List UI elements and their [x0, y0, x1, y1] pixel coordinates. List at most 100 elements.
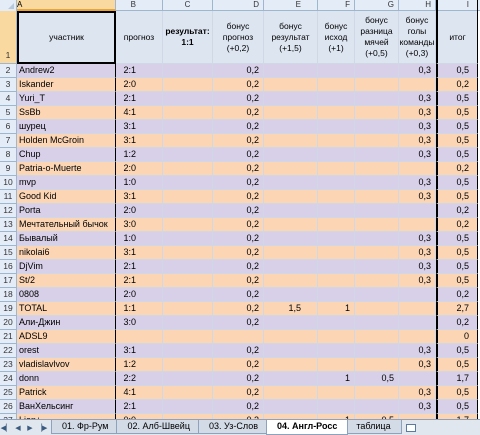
cell-d[interactable]: 0,2 [213, 134, 264, 148]
cell-e[interactable] [264, 288, 318, 302]
cell-g[interactable] [355, 204, 399, 218]
cell-f[interactable]: 1 [318, 414, 355, 419]
cell-a[interactable]: SsBb [17, 106, 116, 120]
cell-d[interactable]: 0,2 [213, 106, 264, 120]
column-header-c[interactable]: C [163, 0, 213, 11]
cell-a[interactable]: Andrew2 [17, 64, 116, 78]
cell-e[interactable] [264, 176, 318, 190]
column-header-b[interactable]: B [116, 0, 163, 11]
cell-c[interactable] [163, 162, 213, 176]
sheet-tab[interactable]: 03. Уз-Слов [198, 420, 269, 434]
cell-h[interactable]: 0,3 [399, 148, 436, 162]
cell-e[interactable] [264, 358, 318, 372]
cell-c[interactable] [163, 400, 213, 414]
row-number[interactable]: 4 [0, 92, 17, 106]
cell-a[interactable]: donn [17, 372, 116, 386]
row-number[interactable]: 17 [0, 274, 17, 288]
cell-i[interactable]: 0,5 [436, 176, 478, 190]
select-all-corner[interactable] [0, 0, 17, 11]
row-number[interactable]: 6 [0, 120, 17, 134]
cell-i[interactable]: 1,7 [436, 372, 478, 386]
cell-b[interactable]: 2:1 [116, 92, 163, 106]
cell-c[interactable] [163, 218, 213, 232]
cell-e[interactable]: бонус результат (+1,5) [264, 11, 318, 64]
cell-g[interactable] [355, 386, 399, 400]
cell-a[interactable]: Holden McGroin [17, 134, 116, 148]
cell-d[interactable]: 0,2 [213, 64, 264, 78]
cell-i[interactable]: 0,2 [436, 316, 478, 330]
cell-i[interactable]: 0,5 [436, 190, 478, 204]
cell-h[interactable]: 0,3 [399, 190, 436, 204]
cell-h[interactable] [399, 78, 436, 92]
cell-b[interactable]: 1:1 [116, 302, 163, 316]
row-number[interactable]: 15 [0, 246, 17, 260]
cell-c[interactable] [163, 414, 213, 419]
cell-g[interactable] [355, 246, 399, 260]
cell-i[interactable]: 0,5 [436, 232, 478, 246]
row-number[interactable]: 5 [0, 106, 17, 120]
cell-c[interactable] [163, 92, 213, 106]
cell-d[interactable]: 0,2 [213, 316, 264, 330]
sheet-tab[interactable]: таблица [345, 420, 402, 434]
cell-a[interactable]: Patria-o-Muerte [17, 162, 116, 176]
cell-b[interactable]: 3:0 [116, 218, 163, 232]
cell-f[interactable] [318, 204, 355, 218]
cell-i[interactable]: 0,5 [436, 148, 478, 162]
cell-b[interactable]: 3:1 [116, 120, 163, 134]
cell-i[interactable]: 0,5 [436, 386, 478, 400]
cell-i[interactable]: 0,5 [436, 344, 478, 358]
cell-g[interactable]: 0,5 [355, 414, 399, 419]
cell-h[interactable] [399, 414, 436, 419]
cell-i[interactable]: 0,2 [436, 162, 478, 176]
cell-g[interactable] [355, 106, 399, 120]
cell-c[interactable] [163, 134, 213, 148]
cell-c[interactable] [163, 190, 213, 204]
column-header-g[interactable]: G [355, 0, 399, 11]
cell-d[interactable]: 0,2 [213, 344, 264, 358]
cell-a[interactable]: TOTAL [17, 302, 116, 316]
cell-a[interactable]: ADSL9 [17, 330, 116, 344]
cell-g[interactable] [355, 190, 399, 204]
cell-h[interactable]: 0,3 [399, 246, 436, 260]
cell-g[interactable]: бонус разница мячей (+0,5) [355, 11, 399, 64]
cell-b[interactable]: 2:0 [116, 204, 163, 218]
cell-c[interactable] [163, 204, 213, 218]
cell-i[interactable]: 2,7 [436, 302, 478, 316]
cell-e[interactable] [264, 386, 318, 400]
column-header-d[interactable]: D [213, 0, 264, 11]
cell-e[interactable] [264, 64, 318, 78]
row-number[interactable]: 3 [0, 78, 17, 92]
cell-i[interactable]: 0,5 [436, 260, 478, 274]
cell-c[interactable] [163, 120, 213, 134]
cell-c[interactable] [163, 358, 213, 372]
cell-h[interactable] [399, 302, 436, 316]
cell-g[interactable] [355, 400, 399, 414]
cell-i[interactable]: 0,5 [436, 120, 478, 134]
cell-a[interactable]: Мечтательный бычок [17, 218, 116, 232]
cell-g[interactable] [355, 288, 399, 302]
new-sheet-icon[interactable] [402, 420, 420, 435]
cell-e[interactable] [264, 260, 318, 274]
cell-i[interactable]: 0,5 [436, 358, 478, 372]
cell-g[interactable] [355, 92, 399, 106]
row-number[interactable]: 8 [0, 148, 17, 162]
cell-e[interactable] [264, 246, 318, 260]
cell-c[interactable]: результат: 1:1 [163, 11, 213, 64]
cell-f[interactable]: 1 [318, 372, 355, 386]
cell-i[interactable]: 0,5 [436, 64, 478, 78]
cell-f[interactable] [318, 400, 355, 414]
cell-a[interactable]: ВанХельсинг [17, 400, 116, 414]
cell-d[interactable]: 0,2 [213, 302, 264, 316]
cell-e[interactable] [264, 316, 318, 330]
cell-b[interactable] [116, 330, 163, 344]
cell-g[interactable] [355, 120, 399, 134]
cell-h[interactable] [399, 204, 436, 218]
cell-c[interactable] [163, 106, 213, 120]
cell-i[interactable]: итог [436, 11, 478, 64]
cell-f[interactable] [318, 120, 355, 134]
cell-h[interactable]: 0,3 [399, 260, 436, 274]
row-number[interactable]: 1 [0, 11, 17, 64]
column-header-e[interactable]: E [264, 0, 318, 11]
cell-a[interactable]: Chup [17, 148, 116, 162]
cell-b[interactable]: 4:1 [116, 386, 163, 400]
